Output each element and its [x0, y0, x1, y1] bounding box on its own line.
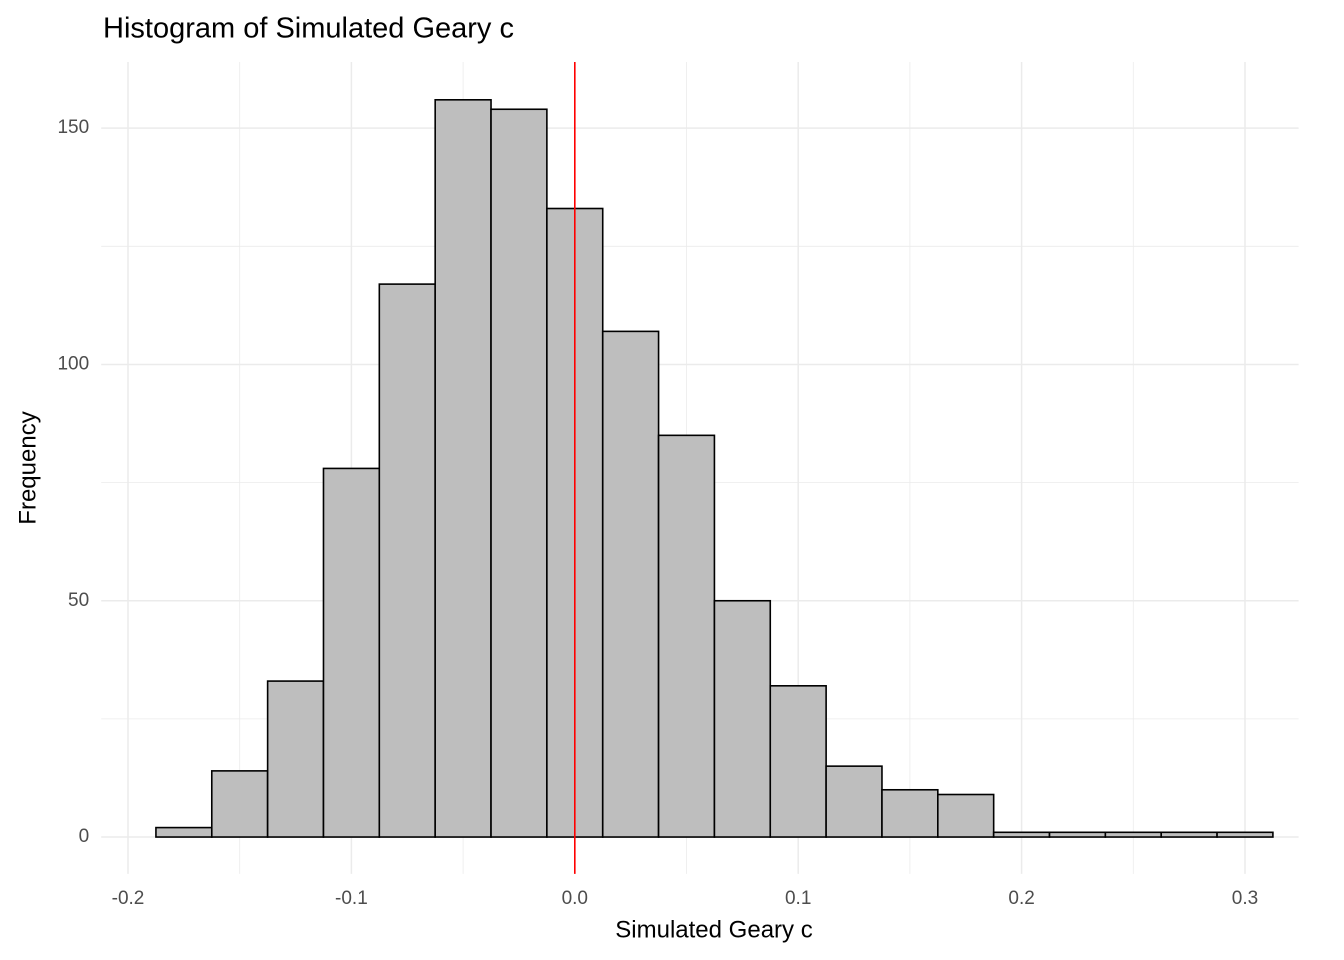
bar	[378, 283, 436, 838]
x-tick-label: 0.1	[785, 888, 811, 909]
bar	[713, 599, 772, 838]
y-tick-label: 50	[68, 590, 89, 611]
bar	[1048, 831, 1107, 838]
bar	[1216, 831, 1274, 838]
bar	[657, 434, 716, 838]
bar	[434, 99, 492, 838]
chart-title: Histogram of Simulated Geary c	[103, 13, 514, 45]
bar	[992, 831, 1051, 838]
bar	[937, 793, 995, 838]
bar	[155, 826, 213, 838]
bar	[322, 467, 381, 838]
x-tick-label: -0.1	[335, 888, 368, 909]
x-tick-label: 0.2	[1008, 888, 1034, 909]
bar	[266, 680, 325, 838]
bar	[490, 108, 548, 838]
x-tick-label: -0.2	[112, 888, 145, 909]
y-tick-label: 150	[57, 117, 89, 138]
x-tick-label: 0.3	[1232, 888, 1258, 909]
bar	[825, 765, 883, 838]
bar	[769, 685, 827, 838]
bar	[1160, 831, 1218, 838]
y-tick-label: 100	[57, 353, 89, 374]
bar	[601, 330, 660, 838]
bar	[1104, 831, 1163, 838]
y-axis-title: Frequency	[14, 411, 41, 524]
bar	[210, 770, 269, 838]
y-tick-label: 0	[79, 826, 90, 847]
x-axis-title: Simulated Geary c	[615, 916, 812, 943]
x-tick-label: 0.0	[562, 888, 588, 909]
bar	[881, 788, 939, 838]
